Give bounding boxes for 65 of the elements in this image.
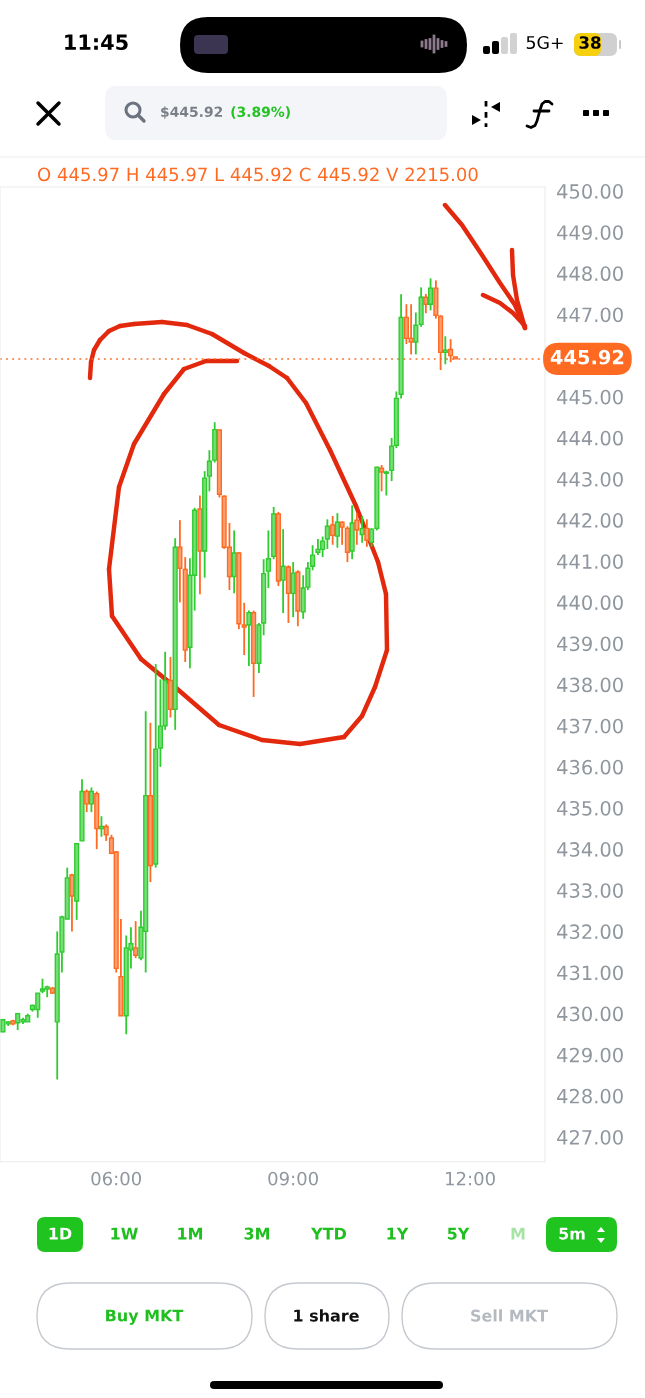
candlestick: [427, 277, 434, 312]
text: YTD: [310, 1227, 347, 1240]
y-tick-label: 432.00: [557, 924, 623, 940]
candlestick: [442, 335, 448, 366]
y-tick-label: 431.00: [557, 965, 623, 981]
y-tick-label: 428.00: [557, 1088, 623, 1104]
candlestick: [334, 512, 340, 549]
text: 5Y: [447, 1227, 470, 1240]
x-tick-label: 12:00: [446, 1171, 495, 1186]
candlestick: [98, 815, 105, 838]
x-tick-label: 09:00: [268, 1171, 318, 1186]
y-tick-label: 442.00: [557, 513, 623, 528]
candlestick: [88, 786, 95, 814]
candlestick: [344, 525, 350, 563]
text: Buy MKT: [106, 1309, 184, 1325]
text: 3M: [244, 1227, 270, 1240]
text: (3.89%): [231, 106, 290, 119]
y-tick-label: 430.00: [557, 1006, 623, 1022]
text: 5G+: [526, 35, 563, 50]
text: 1W: [111, 1227, 138, 1240]
y-tick-label: 440.00: [557, 595, 623, 611]
text: 1Y: [387, 1227, 409, 1240]
chart-title: $445.92: [161, 106, 223, 119]
candlestick: [246, 609, 252, 668]
chart-subtitle: O 445.97 H 445.97 L 445.92 C 445.92 V 2215.00: [38, 167, 478, 182]
y-tick-label: 429.00: [557, 1047, 623, 1063]
text: Sell MKT: [471, 1309, 548, 1322]
text: 1 share: [294, 1309, 359, 1322]
y-tick-label: 433.00: [557, 883, 623, 898]
candlestick: [423, 293, 429, 315]
y-tick-label: 439.00: [557, 636, 623, 652]
y-tick-label: 436.00: [557, 759, 623, 775]
y-tick-label: 438.00: [557, 677, 623, 693]
ref-line-label: 445.92: [550, 349, 624, 365]
candlestick: [69, 872, 75, 933]
y-tick-label: 443.00: [557, 471, 623, 487]
candlestick: [379, 464, 385, 493]
y-tick-label: 449.00: [557, 225, 623, 240]
text: M: [511, 1227, 525, 1240]
candlestick: [330, 515, 336, 546]
y-tick-label: 437.00: [557, 718, 623, 734]
y-tick-label: 434.00: [557, 842, 623, 857]
candlestick: [280, 528, 286, 614]
y-tick-label: 444.00: [557, 430, 623, 446]
y-tick-label: 450.00: [557, 184, 623, 199]
candlestick: [84, 788, 90, 814]
y-tick-label: 427.00: [557, 1129, 623, 1145]
y-tick-label: 445.00: [557, 389, 623, 405]
y-tick-label: 447.00: [557, 307, 623, 323]
candlestick: [177, 519, 183, 604]
text: 1M: [178, 1227, 203, 1240]
candlestick: [354, 512, 360, 546]
candlestick: [241, 601, 247, 656]
text: 5m: [559, 1227, 585, 1240]
y-tick-label: 448.00: [557, 266, 623, 282]
candlestick: [133, 920, 139, 960]
text: 38: [579, 36, 601, 49]
text: 1D: [49, 1227, 72, 1240]
candlestick: [364, 518, 370, 548]
y-tick-label: 435.00: [557, 800, 623, 816]
candlestick: [383, 469, 389, 497]
y-tick-label: 441.00: [557, 554, 623, 569]
candlestick: [339, 520, 345, 546]
text: 11:45: [65, 34, 128, 51]
x-tick-label: 06:00: [91, 1171, 142, 1186]
